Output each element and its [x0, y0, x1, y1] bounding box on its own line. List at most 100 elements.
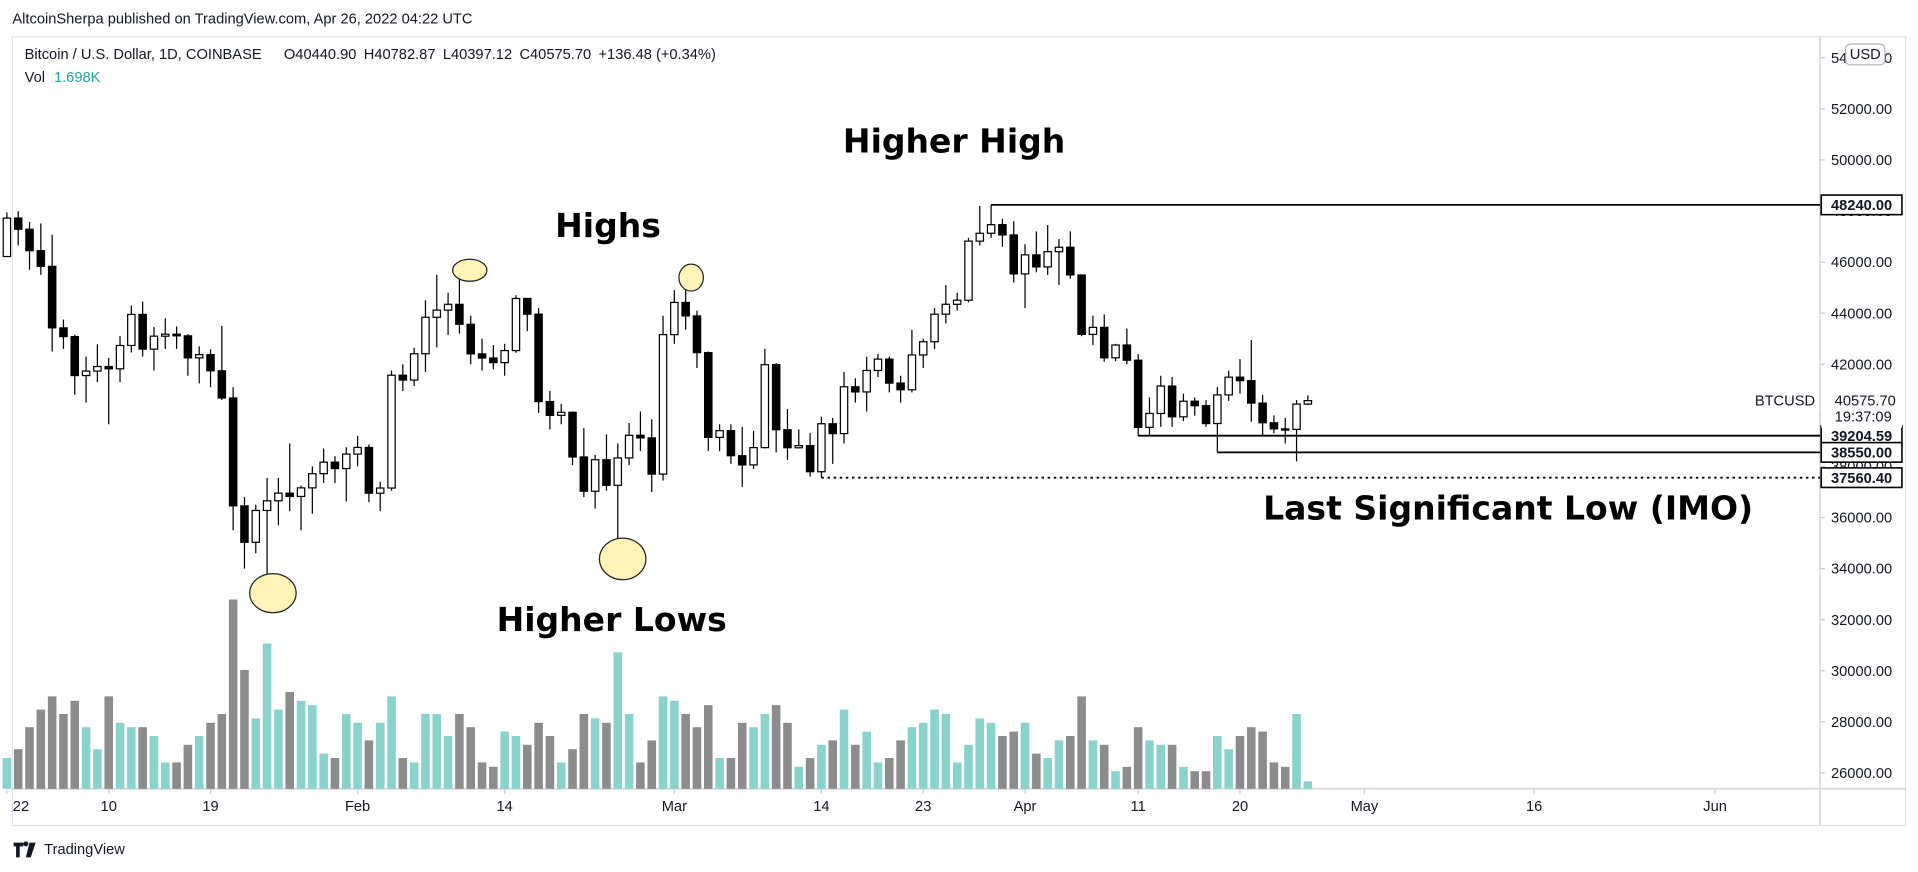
- volume-bar: [25, 727, 34, 789]
- x-tick-label: Mar: [662, 799, 687, 815]
- candle-body: [274, 492, 283, 502]
- x-tick-label: 11: [1131, 799, 1146, 815]
- highlight-circle: [249, 572, 297, 614]
- currency-box[interactable]: [1845, 43, 1886, 66]
- volume-bar: [726, 758, 736, 789]
- x-tick-label: 16: [1526, 799, 1542, 815]
- candle-body: [1213, 394, 1222, 425]
- candle-body: [522, 297, 532, 315]
- volume-bar: [308, 705, 317, 789]
- volume-bar: [93, 749, 102, 789]
- ohlc-item: H40782.87: [364, 47, 436, 63]
- volume-bar: [862, 731, 871, 789]
- candles-layer: [2, 204, 1313, 596]
- volume-bar: [1133, 727, 1143, 789]
- volume-bar: [1269, 762, 1279, 789]
- volume-bar: [455, 713, 464, 789]
- volume-bar: [353, 722, 362, 789]
- volume-legend-value: 1.698K: [54, 70, 101, 86]
- volume-bar: [839, 709, 849, 789]
- volume-bar: [1122, 766, 1132, 789]
- annotation: Higher High: [843, 122, 1065, 161]
- candle-body: [1258, 402, 1267, 424]
- volume-bar: [636, 762, 645, 789]
- volume-bar: [1258, 731, 1267, 789]
- volume-bar: [489, 766, 498, 789]
- ticker-label: BTCUSD: [1755, 394, 1815, 410]
- candle-body: [364, 446, 374, 494]
- last-price-box: [1821, 390, 1902, 428]
- candle-body: [760, 364, 770, 449]
- volume-bar: [783, 722, 792, 789]
- candle-body: [308, 473, 317, 489]
- candle-body: [1303, 400, 1313, 405]
- candle-body: [590, 459, 600, 492]
- volume-bar: [127, 727, 136, 789]
- volume-bar: [975, 718, 985, 789]
- candle-body: [1247, 380, 1256, 404]
- volume-bar: [477, 762, 487, 789]
- volume-bar: [828, 740, 838, 789]
- highlight-circle: [598, 537, 647, 581]
- y-tick-label: 52000.00: [1831, 102, 1892, 118]
- candle-body: [658, 334, 668, 475]
- candle-body: [941, 303, 951, 315]
- volume-bar: [330, 758, 340, 789]
- annotation: Highs: [555, 206, 661, 245]
- y-tick-label: 32000.00: [1831, 613, 1892, 629]
- candle-body: [1077, 274, 1086, 335]
- candle-body: [160, 333, 170, 337]
- candle-body: [285, 492, 294, 498]
- volume-bar: [579, 713, 589, 789]
- level-label-box: [1820, 441, 1903, 463]
- candle-body: [851, 386, 860, 393]
- volume-bar: [149, 736, 159, 789]
- candle-body: [670, 301, 679, 336]
- volume-bar: [70, 700, 80, 789]
- volume-bar: [2, 758, 12, 789]
- volume-bar: [104, 696, 113, 789]
- volume-bar: [964, 744, 973, 789]
- currency[interactable]: USD: [1850, 47, 1881, 63]
- y-tick-label: 26000.00: [1831, 766, 1892, 782]
- y-tick-label: 46000.00: [1831, 255, 1892, 271]
- volume-bar: [1066, 736, 1075, 789]
- candle-body: [964, 240, 973, 301]
- candle-body: [918, 341, 928, 356]
- volume-bar: [941, 713, 951, 789]
- volume-bar: [1099, 744, 1109, 789]
- volume-bar: [183, 744, 193, 789]
- candle-body: [421, 316, 430, 355]
- volume-bar: [873, 762, 883, 789]
- candle-body: [81, 370, 91, 377]
- candle-body: [489, 357, 498, 364]
- volume-bar: [952, 762, 962, 789]
- last-price: 40575.70: [1835, 394, 1896, 410]
- candle-body: [138, 313, 147, 350]
- candle-body: [885, 358, 894, 384]
- candle-body: [737, 455, 747, 466]
- annotation: Last Significant Low (IMO): [1263, 488, 1753, 527]
- volume-bar: [1201, 771, 1211, 789]
- volume-bar: [421, 713, 430, 789]
- volume-bar: [692, 727, 702, 789]
- candle-body: [443, 303, 453, 311]
- candle-body: [341, 453, 351, 470]
- levels-layer: [821, 203, 1820, 479]
- candle-body: [545, 400, 555, 416]
- volume-bar: [737, 722, 747, 789]
- candle-body: [749, 446, 758, 466]
- volume-bar: [364, 740, 374, 789]
- candle-body: [636, 434, 645, 439]
- candle-body: [771, 364, 781, 431]
- candle-body: [1167, 385, 1177, 418]
- ohlc-item: L40397.12: [443, 47, 512, 63]
- candle-body: [466, 323, 475, 355]
- volume-bar: [647, 740, 657, 789]
- y-tick-label: 42000.00: [1831, 357, 1892, 373]
- y-tick-label: 28000.00: [1831, 715, 1892, 731]
- volume-bar: [704, 705, 713, 789]
- candle-body: [692, 315, 702, 354]
- volume-bar: [262, 643, 272, 789]
- candle-body: [47, 265, 57, 329]
